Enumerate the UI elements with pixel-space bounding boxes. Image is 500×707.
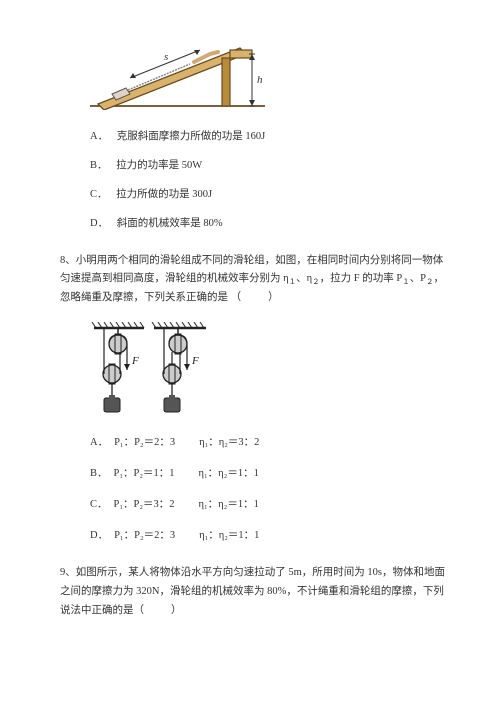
- q7-option-a: A． 克服斜面摩擦力所做的功是 160J: [90, 128, 450, 147]
- q8-paren: （ ）: [231, 292, 281, 303]
- option-label: A．: [90, 437, 108, 448]
- q9-text-a: 如图所示，某人将物体沿水平方向匀速拉动了 5m，所用时间为 10s，物体和地面之…: [60, 567, 445, 616]
- pulley-svg: F F: [90, 322, 210, 422]
- q8-option-b: B． P₁：P₂＝1：1 η₁：η₂＝1：1: [90, 465, 450, 484]
- option-label: D．: [90, 530, 108, 541]
- svg-text:F: F: [191, 355, 199, 367]
- option-eta: η₁：η₂＝1：1: [199, 496, 259, 515]
- option-label: C．: [90, 189, 108, 200]
- option-text: 拉力的功率是 50W: [116, 160, 202, 171]
- option-label: C．: [90, 499, 108, 510]
- option-text: 克服斜面摩擦力所做的功是 160J: [117, 131, 265, 142]
- option-eta: η₁：η₂＝3：2: [199, 434, 259, 453]
- sub-2: ２: [312, 278, 320, 287]
- option-label: D．: [90, 218, 108, 229]
- q7-option-d: D． 斜面的机械效率是 80%: [90, 215, 450, 234]
- q9-prefix: 9、: [60, 567, 76, 578]
- sub-1: １: [289, 278, 297, 287]
- q8-text-b: 、η: [296, 273, 312, 284]
- q8-text-c: ，拉力 F 的功率 P: [320, 273, 403, 284]
- q8-option-a: A． P₁：P₂＝2：3 η₁：η₂＝3：2: [90, 434, 450, 453]
- q8-prefix: 8、: [60, 255, 76, 266]
- option-label: A．: [90, 131, 108, 142]
- option-p: P₁：P₂＝2：3: [114, 530, 175, 541]
- sub-1b: １: [402, 278, 410, 287]
- option-p: P₁：P₂＝1：1: [114, 468, 175, 479]
- svg-text:F: F: [131, 355, 139, 367]
- height-label: h: [257, 74, 263, 86]
- q8-option-d: D． P₁：P₂＝2：3 η₁：η₂＝1：1: [90, 527, 450, 546]
- q9-text: 9、如图所示，某人将物体沿水平方向匀速拉动了 5m，所用时间为 10s，物体和地…: [60, 564, 450, 621]
- pulley-figure: F F: [90, 322, 450, 422]
- option-eta: η₁：η₂＝1：1: [199, 465, 259, 484]
- q7-option-c: C． 拉力所做的功是 300J: [90, 186, 450, 205]
- incline-svg: s h: [90, 30, 265, 110]
- q8-option-c: C． P₁：P₂＝3：2 η₁：η₂＝1：1: [90, 496, 450, 515]
- option-p: P₁：P₂＝2：3: [114, 437, 175, 448]
- option-eta: η₁：η₂＝1：1: [199, 527, 259, 546]
- option-label: B．: [90, 160, 108, 171]
- q8-text-d: 、P: [410, 273, 426, 284]
- q8-text: 8、小明用两个相同的滑轮组成不同的滑轮组，如图，在相同时间内分别将同一物体匀速提…: [60, 252, 450, 309]
- option-text: 拉力所做的功是 300J: [116, 189, 212, 200]
- option-p: P₁：P₂＝3：2: [114, 499, 175, 510]
- q7-option-b: B． 拉力的功率是 50W: [90, 157, 450, 176]
- incline-figure: s h: [90, 30, 450, 110]
- q9-paren: （ ）: [134, 605, 184, 616]
- option-label: B．: [90, 468, 108, 479]
- option-text: 斜面的机械效率是 80%: [117, 218, 223, 229]
- sub-2b: ２: [426, 278, 434, 287]
- svg-text:s: s: [164, 51, 168, 63]
